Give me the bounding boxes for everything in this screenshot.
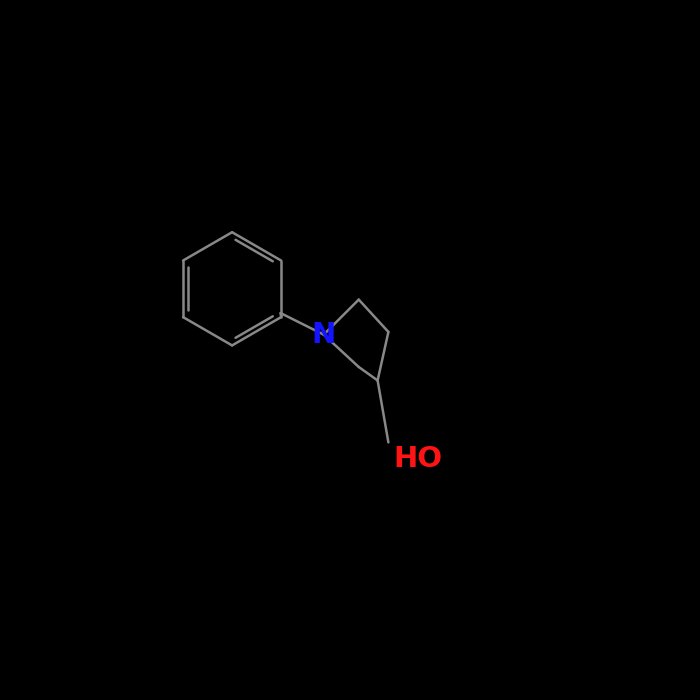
Text: N: N bbox=[312, 321, 336, 349]
Text: HO: HO bbox=[394, 444, 443, 472]
